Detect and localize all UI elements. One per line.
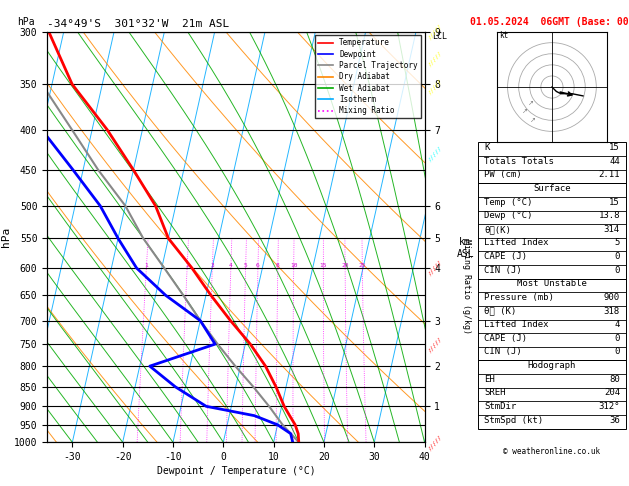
Text: θᴀ(K): θᴀ(K) (484, 225, 511, 234)
Text: 20: 20 (342, 263, 349, 268)
Text: 0: 0 (615, 334, 620, 343)
Text: StmDir: StmDir (484, 402, 516, 411)
Text: 204: 204 (604, 388, 620, 398)
Text: Most Unstable: Most Unstable (517, 279, 587, 288)
Text: 15: 15 (610, 198, 620, 207)
Text: kt: kt (499, 31, 508, 40)
Text: 3: 3 (211, 263, 214, 268)
Text: 2: 2 (185, 263, 189, 268)
Text: 15: 15 (610, 143, 620, 152)
Text: K: K (484, 143, 489, 152)
Text: SREH: SREH (484, 388, 506, 398)
Text: -34°49'S  301°32'W  21m ASL: -34°49'S 301°32'W 21m ASL (47, 19, 230, 30)
Text: 0: 0 (615, 252, 620, 261)
Text: /////: ///// (428, 335, 443, 353)
Text: Temp (°C): Temp (°C) (484, 198, 532, 207)
Text: /////: ///// (428, 50, 443, 67)
Text: 2.11: 2.11 (598, 170, 620, 179)
Text: Pressure (mb): Pressure (mb) (484, 293, 554, 302)
Text: 4: 4 (229, 263, 233, 268)
Y-axis label: hPa: hPa (1, 227, 11, 247)
X-axis label: Dewpoint / Temperature (°C): Dewpoint / Temperature (°C) (157, 466, 315, 476)
Text: 1: 1 (145, 263, 148, 268)
Text: 318: 318 (604, 307, 620, 315)
Text: 314: 314 (604, 225, 620, 234)
Text: 36: 36 (610, 416, 620, 425)
Text: PW (cm): PW (cm) (484, 170, 521, 179)
Text: 15: 15 (320, 263, 327, 268)
Text: 44: 44 (610, 156, 620, 166)
Text: Lifted Index: Lifted Index (484, 239, 548, 247)
Text: CIN (J): CIN (J) (484, 347, 521, 356)
Text: hPa: hPa (17, 17, 35, 28)
Bar (478, 279, 626, 361)
Text: 312°: 312° (598, 402, 620, 411)
Text: LCL: LCL (432, 32, 447, 41)
Text: CAPE (J): CAPE (J) (484, 334, 527, 343)
Text: CIN (J): CIN (J) (484, 266, 521, 275)
Text: 6: 6 (256, 263, 260, 268)
Text: /////: ///// (428, 259, 443, 277)
Text: /////: ///// (428, 144, 443, 162)
Text: 25: 25 (359, 263, 366, 268)
Text: $\nearrow$: $\nearrow$ (520, 108, 528, 115)
Text: 4: 4 (615, 320, 620, 329)
Text: CAPE (J): CAPE (J) (484, 252, 527, 261)
Text: $\nearrow$: $\nearrow$ (528, 117, 536, 124)
Text: Mixing Ratio (g/kg): Mixing Ratio (g/kg) (462, 239, 471, 334)
Text: Totals Totals: Totals Totals (484, 156, 554, 166)
Text: 10: 10 (290, 263, 298, 268)
Text: Hodograph: Hodograph (528, 361, 576, 370)
Bar (478, 361, 626, 429)
Text: 0: 0 (615, 347, 620, 356)
Text: 0: 0 (615, 266, 620, 275)
Text: Dewp (°C): Dewp (°C) (484, 211, 532, 220)
Legend: Temperature, Dewpoint, Parcel Trajectory, Dry Adiabat, Wet Adiabat, Isotherm, Mi: Temperature, Dewpoint, Parcel Trajectory… (314, 35, 421, 118)
Text: 900: 900 (604, 293, 620, 302)
Text: 01.05.2024  06GMT (Base: 00): 01.05.2024 06GMT (Base: 00) (470, 17, 629, 27)
Bar (478, 142, 626, 183)
Text: θᴀ (K): θᴀ (K) (484, 307, 516, 315)
Text: /////: ///// (428, 434, 443, 451)
Text: StmSpd (kt): StmSpd (kt) (484, 416, 543, 425)
Text: $\nearrow$: $\nearrow$ (526, 100, 534, 107)
Text: 13.8: 13.8 (598, 211, 620, 220)
Text: Lifted Index: Lifted Index (484, 320, 548, 329)
Text: /////: ///// (428, 23, 443, 40)
Text: © weatheronline.co.uk: © weatheronline.co.uk (503, 447, 601, 456)
Y-axis label: km
ASL: km ASL (457, 237, 474, 259)
Text: 8: 8 (276, 263, 280, 268)
Text: 5: 5 (244, 263, 247, 268)
Text: EH: EH (484, 375, 494, 384)
Text: 5: 5 (615, 239, 620, 247)
Text: 80: 80 (610, 375, 620, 384)
Bar (478, 183, 626, 279)
Text: Surface: Surface (533, 184, 571, 193)
Text: /////: ///// (428, 78, 443, 96)
